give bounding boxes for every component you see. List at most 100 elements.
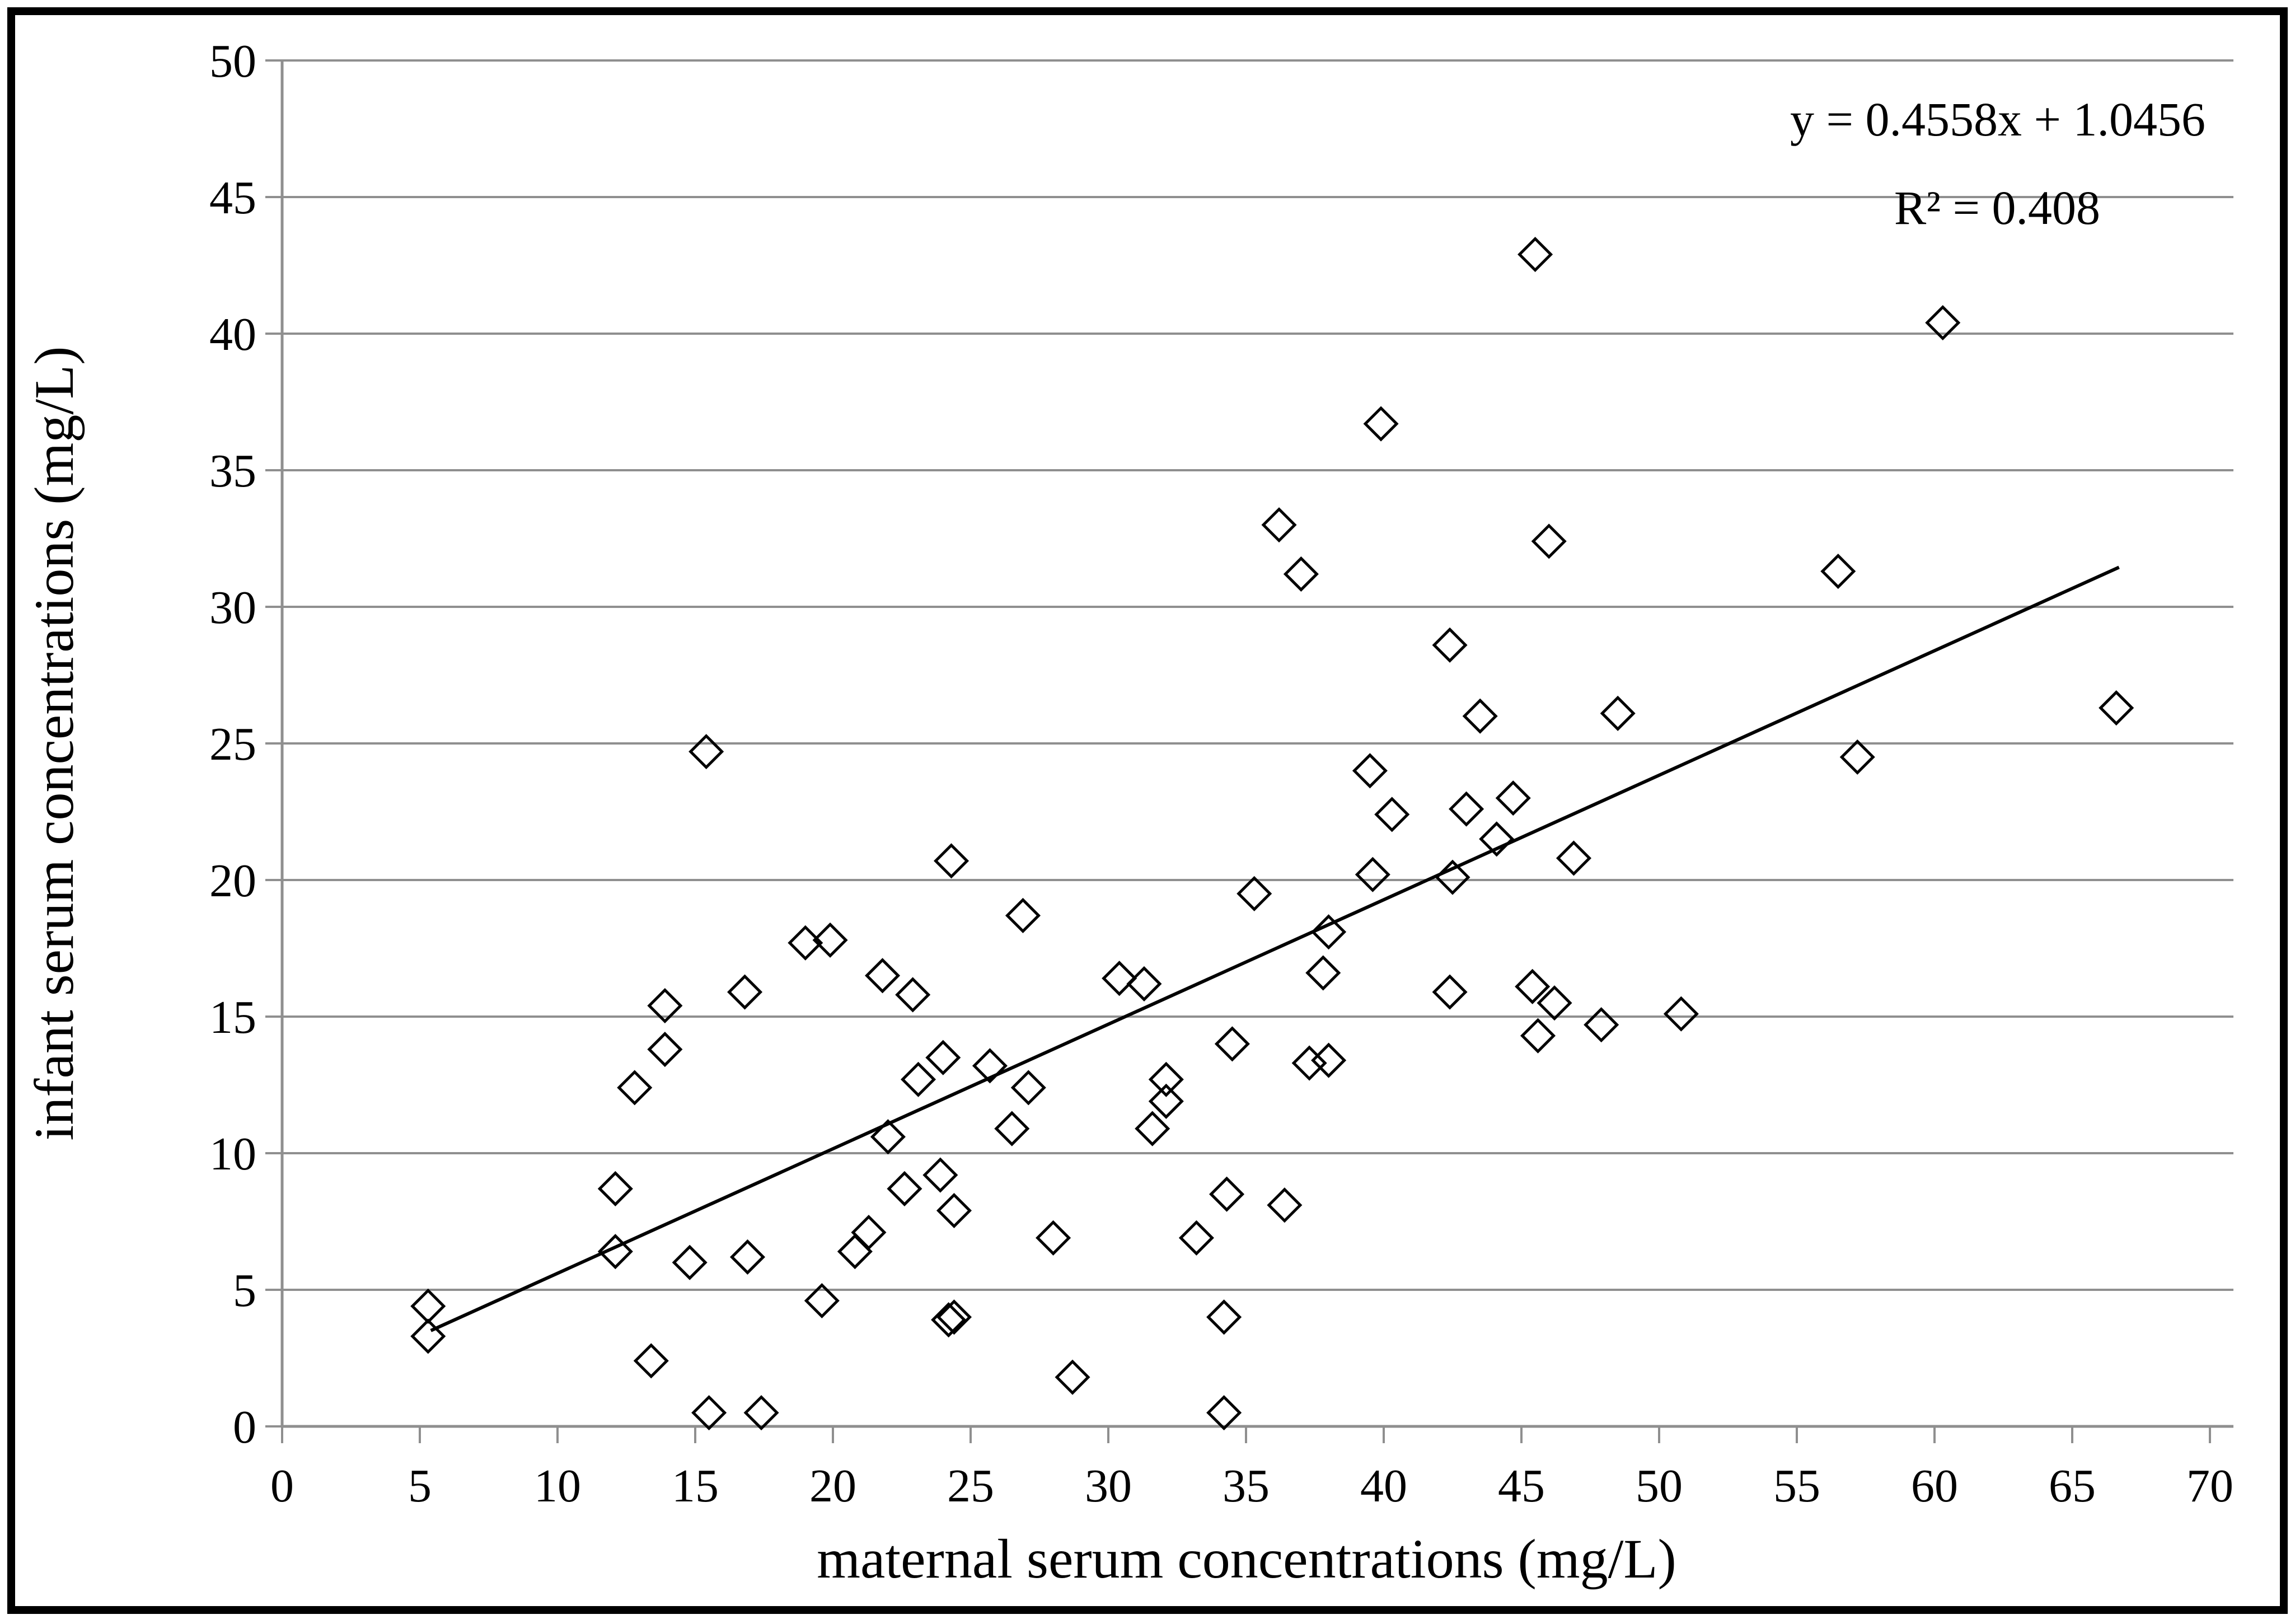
x-tick-label-40: 40 xyxy=(1360,1460,1407,1512)
data-point-marker xyxy=(934,843,969,879)
data-point-marker xyxy=(597,1171,633,1206)
data-point-marker xyxy=(812,922,848,958)
y-tick-label-50: 50 xyxy=(209,35,256,87)
data-point-marker xyxy=(1305,955,1341,991)
data-point-marker xyxy=(1209,1176,1245,1212)
data-point-marker xyxy=(1663,996,1699,1032)
y-tick-label-45: 45 xyxy=(209,172,256,224)
data-point-marker xyxy=(865,958,901,994)
x-tick-label-20: 20 xyxy=(809,1460,856,1512)
x-axis-title: maternal serum concentrations (mg/L) xyxy=(817,1528,1676,1590)
data-point-marker xyxy=(410,1288,446,1324)
x-tick-label-15: 15 xyxy=(672,1460,719,1512)
data-point-marker xyxy=(1135,1111,1170,1146)
x-tick-label-45: 45 xyxy=(1498,1460,1545,1512)
data-point-marker xyxy=(410,1318,446,1354)
tick-labels: 0 5 10 15 20 25 30 35 40 45 50 0 5 10 15 20 25 30 35 40 45 50… xyxy=(209,35,2233,1512)
data-point-marker xyxy=(1479,821,1515,857)
data-point-marker xyxy=(1584,1007,1619,1043)
gridlines xyxy=(282,59,2233,1428)
data-point-marker xyxy=(1556,840,1592,876)
x-tick-label-60: 60 xyxy=(1911,1460,1958,1512)
x-tick-label-35: 35 xyxy=(1223,1460,1270,1512)
data-point-marker xyxy=(936,1299,972,1335)
data-point-marker xyxy=(1352,753,1388,789)
data-point-marker xyxy=(597,1234,633,1270)
x-tick-label-25: 25 xyxy=(947,1460,994,1512)
data-point-marker xyxy=(1148,1061,1184,1097)
x-tick-label-65: 65 xyxy=(2049,1460,2096,1512)
y-tick-label-35: 35 xyxy=(209,445,256,497)
data-point-marker xyxy=(1925,305,1961,341)
data-points xyxy=(410,236,2134,1431)
data-point-marker xyxy=(647,987,683,1024)
data-point-marker xyxy=(1267,1187,1303,1223)
trendline-segment xyxy=(430,565,2120,1332)
data-point-marker xyxy=(1432,627,1468,663)
data-point-marker xyxy=(925,1040,961,1075)
x-tick-label-70: 70 xyxy=(2186,1460,2233,1512)
data-point-marker xyxy=(1311,1042,1347,1078)
y-tick-label-20: 20 xyxy=(209,855,256,907)
data-point-marker xyxy=(1495,780,1531,816)
data-point-marker xyxy=(1148,1083,1184,1119)
y-tick-label-30: 30 xyxy=(209,582,256,634)
data-point-marker xyxy=(1206,1395,1242,1431)
x-tick-label-30: 30 xyxy=(1085,1460,1132,1512)
data-point-marker xyxy=(1214,1026,1250,1062)
y-tick-label-25: 25 xyxy=(209,718,256,770)
data-point-marker xyxy=(1237,876,1272,911)
x-tick-label-5: 5 xyxy=(408,1460,432,1512)
data-point-marker xyxy=(1036,1220,1071,1256)
data-point-marker xyxy=(1839,739,1875,775)
data-point-marker xyxy=(900,1061,936,1097)
r-squared-label: R² = 0.408 xyxy=(1894,181,2100,235)
data-point-marker xyxy=(2099,690,2134,726)
data-point-marker xyxy=(689,734,724,770)
y-axis-title: infant serum concentrations (mg/L) xyxy=(23,347,85,1141)
data-point-marker xyxy=(729,1239,766,1275)
data-point-marker xyxy=(837,1234,873,1270)
data-point-marker xyxy=(1517,236,1553,273)
data-point-marker xyxy=(1311,914,1347,950)
data-point-marker xyxy=(972,1048,1008,1084)
y-tick-label-5: 5 xyxy=(233,1265,256,1317)
data-point-marker xyxy=(922,1157,958,1193)
data-point-marker xyxy=(1206,1299,1242,1335)
data-point-marker xyxy=(1432,974,1468,1010)
data-point-marker xyxy=(936,1192,972,1229)
data-point-marker xyxy=(931,1302,967,1338)
data-point-marker xyxy=(1363,406,1399,442)
y-tick-label-40: 40 xyxy=(209,308,256,361)
trendline-equation: y = 0.4558x + 1.0456 xyxy=(1790,92,2205,146)
figure-border xyxy=(7,7,2288,1614)
data-point-marker xyxy=(1178,1220,1214,1256)
data-point-marker xyxy=(1520,1018,1556,1054)
data-point-marker xyxy=(1537,985,1572,1021)
data-point-marker xyxy=(647,1032,683,1068)
data-point-marker xyxy=(672,1244,708,1280)
data-point-marker xyxy=(633,1343,669,1379)
data-point-marker xyxy=(1055,1359,1090,1395)
data-point-marker xyxy=(691,1395,727,1431)
y-tick-label-15: 15 xyxy=(209,991,256,1043)
y-tick-label-0: 0 xyxy=(233,1401,256,1453)
data-point-marker xyxy=(1462,698,1498,734)
data-point-marker xyxy=(1355,857,1390,892)
data-point-marker xyxy=(1126,966,1162,1001)
data-point-marker xyxy=(1374,797,1410,832)
x-tick-label-0: 0 xyxy=(270,1460,294,1512)
data-point-marker xyxy=(1010,1070,1046,1106)
tick-marks xyxy=(265,59,2211,1443)
data-point-marker xyxy=(870,1119,906,1155)
data-point-marker xyxy=(1435,859,1470,895)
data-point-marker xyxy=(1102,961,1137,996)
data-point-marker xyxy=(994,1111,1030,1146)
data-point-marker xyxy=(617,1070,653,1106)
data-point-marker xyxy=(1261,507,1297,543)
x-tick-label-10: 10 xyxy=(534,1460,581,1512)
data-point-marker xyxy=(1449,791,1484,827)
data-point-marker xyxy=(804,1283,840,1319)
